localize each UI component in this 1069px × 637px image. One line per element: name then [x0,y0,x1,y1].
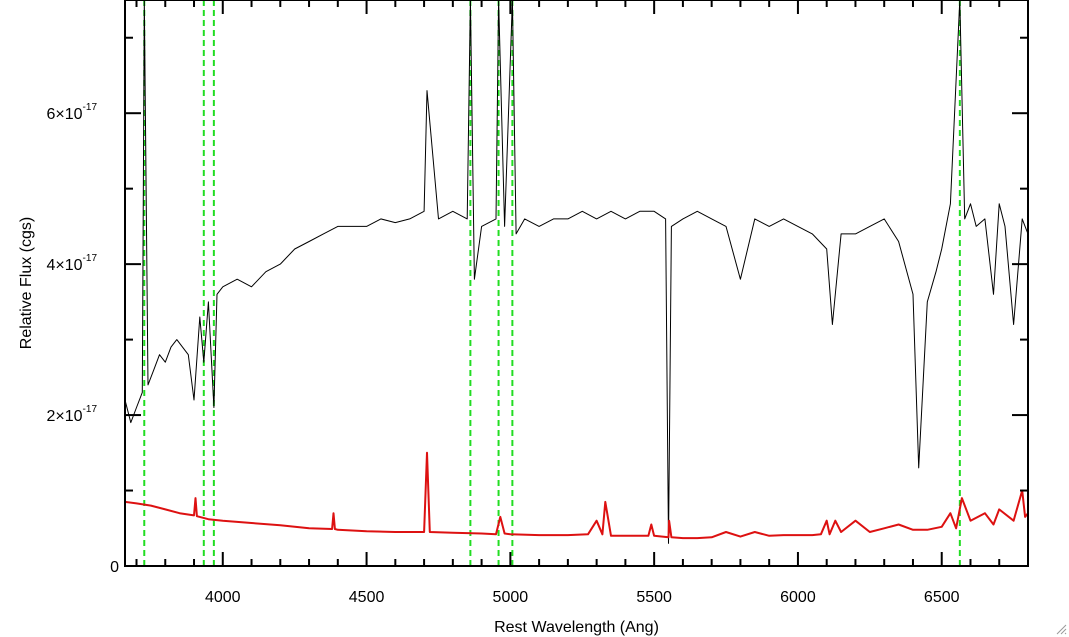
y-tick-label: 6×10-17 [47,102,98,123]
emission-line-markers [143,0,961,566]
spectrum-series [124,0,1029,544]
x-tick-label: 6000 [780,589,816,606]
x-tick-label: 5500 [636,589,672,606]
axis-ticks [125,0,1029,567]
resize-grip-icon[interactable] [1055,623,1067,635]
y-tick-label: 0 [110,559,119,576]
x-axis-label: Rest Wavelength (Ang) [494,619,659,636]
error-spectrum-line [124,451,1029,540]
y-tick-label: 4×10-17 [47,253,98,274]
x-tick-label: 4000 [205,589,241,606]
plot-frame [124,0,1029,567]
y-tick-label: 2×10-17 [47,404,98,425]
x-tick-labels: 4000 4500 5000 5500 6000 6500 [205,589,960,606]
y-tick-labels: 0 2×10-17 4×10-17 6×10-17 [47,102,120,576]
x-tick-label: 5000 [493,589,529,606]
y-axis-label: Relative Flux (cgs) [18,217,35,349]
x-tick-label: 4500 [349,589,385,606]
object-spectrum-line [124,0,1029,544]
x-tick-label: 6500 [924,589,960,606]
